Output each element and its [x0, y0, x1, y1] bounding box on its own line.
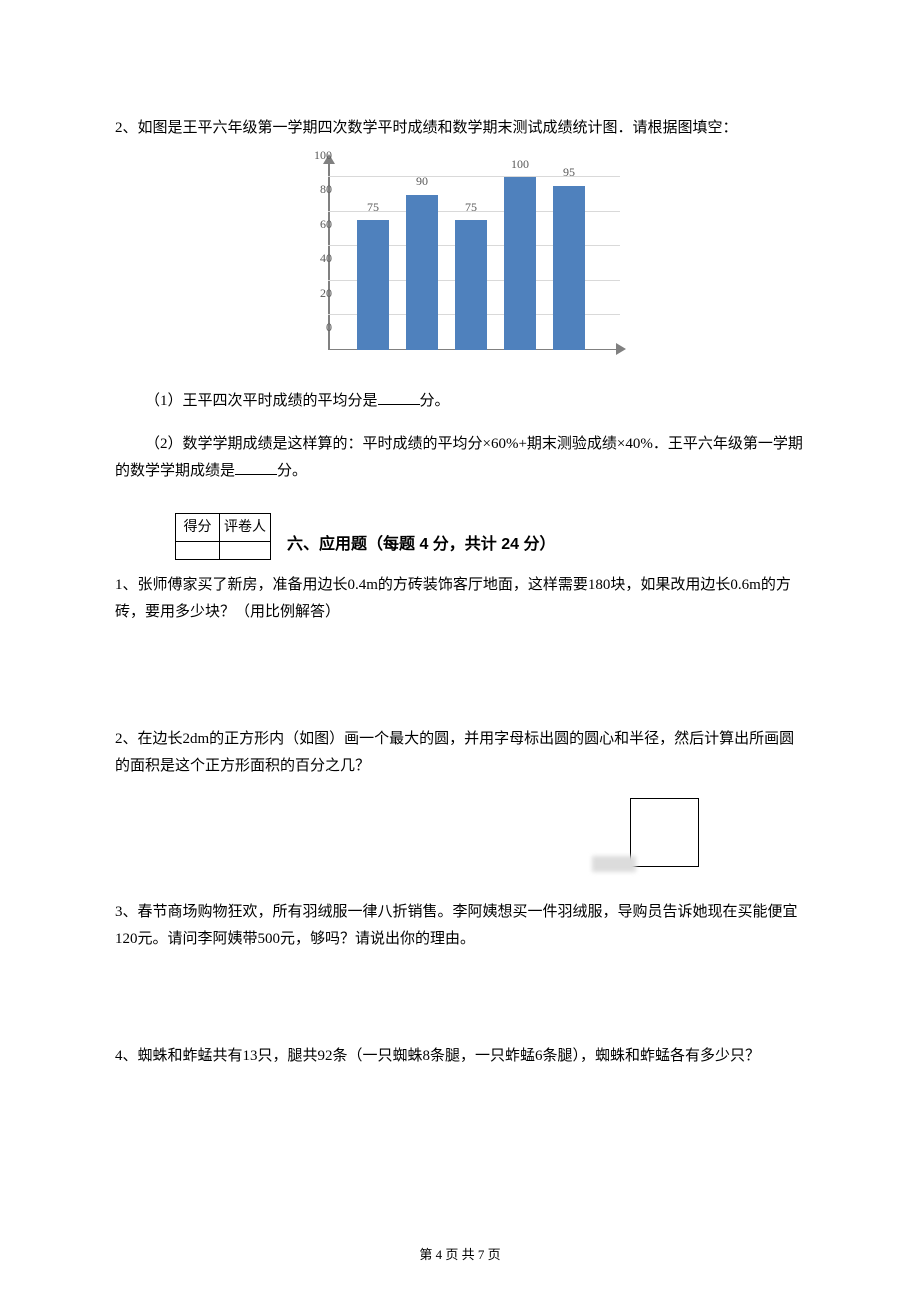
square-cell	[631, 799, 699, 867]
y-tick-label: 100	[314, 145, 332, 167]
fill-blank[interactable]	[378, 389, 420, 406]
q2-2-before: （2）数学学期成绩是这样算的：平时成绩的平均分×60%+期末测验成绩×40%．王…	[115, 436, 803, 479]
q2-1-before: （1）王平四次平时成绩的平均分是	[145, 393, 378, 409]
chart-bar	[406, 195, 438, 350]
bar-value-label: 90	[402, 171, 442, 193]
y-tick-label: 0	[326, 318, 332, 340]
y-tick-label: 20	[320, 283, 332, 305]
fill-blank[interactable]	[235, 459, 277, 476]
square-figure	[630, 798, 920, 867]
s6-question-3: 3、春节商场购物狂欢，所有羽绒服一律八折销售。李阿姨想买一件羽绒服，导购员告诉她…	[115, 899, 805, 953]
s6-question-2: 2、在边长2dm的正方形内（如图）画一个最大的圆，并用字母标出圆的圆心和半径，然…	[115, 726, 805, 780]
chart-bar	[455, 220, 487, 350]
q2-2-after: 分。	[277, 463, 307, 479]
y-tick-label: 80	[320, 179, 332, 201]
question-2-sub-2: （2）数学学期成绩是这样算的：平时成绩的平均分×60%+期末测验成绩×40%．王…	[115, 431, 805, 485]
question-2-intro: 2、如图是王平六年级第一学期四次数学平时成绩和数学期末测试成绩统计图．请根据图填…	[115, 115, 805, 142]
score-bar-chart: 02040608010075907510095	[300, 160, 620, 370]
y-tick-label: 40	[320, 249, 332, 271]
bar-value-label: 75	[353, 197, 393, 219]
section-6-title: 六、应用题（每题 4 分，共计 24 分）	[287, 531, 555, 560]
chart-bar	[553, 186, 585, 350]
score-header-score: 得分	[176, 514, 220, 542]
y-tick-label: 60	[320, 214, 332, 236]
bar-value-label: 95	[549, 162, 589, 184]
chart-bar	[357, 220, 389, 350]
page-footer: 第 4 页 共 7 页	[0, 1243, 920, 1266]
s6-question-1: 1、张师傅家买了新房，准备用边长0.4m的方砖装饰客厅地面，这样需要180块，如…	[115, 572, 805, 626]
bar-value-label: 100	[500, 154, 540, 176]
blur-smudge	[592, 856, 636, 872]
bar-value-label: 75	[451, 197, 491, 219]
marker-cell-empty[interactable]	[220, 542, 271, 560]
chart-container: 02040608010075907510095	[115, 160, 805, 370]
score-header-marker: 评卷人	[220, 514, 271, 542]
chart-bar	[504, 177, 536, 350]
q2-1-after: 分。	[420, 393, 450, 409]
score-marker-table: 得分 评卷人	[175, 513, 271, 560]
s6-question-4: 4、蜘蛛和蚱蜢共有13只，腿共92条（一只蜘蛛8条腿，一只蚱蜢6条腿），蜘蛛和蚱…	[115, 1043, 805, 1070]
section-6-header: 得分 评卷人 六、应用题（每题 4 分，共计 24 分）	[175, 513, 805, 560]
x-axis-arrow-icon	[616, 343, 626, 355]
score-cell-empty[interactable]	[176, 542, 220, 560]
question-2-sub-1: （1）王平四次平时成绩的平均分是 分。	[115, 388, 805, 415]
